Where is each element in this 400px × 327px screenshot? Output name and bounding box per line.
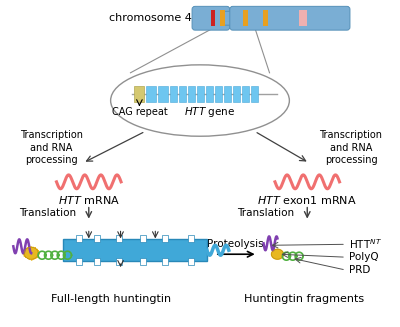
Bar <box>116 235 122 242</box>
Text: PRD: PRD <box>349 265 370 275</box>
Bar <box>158 86 168 101</box>
Bar <box>188 235 194 242</box>
Bar <box>224 86 231 101</box>
Bar <box>211 10 215 26</box>
Text: PolyQ: PolyQ <box>349 252 378 262</box>
Text: Translation: Translation <box>19 208 76 217</box>
Bar <box>134 86 144 101</box>
FancyBboxPatch shape <box>192 6 230 30</box>
Bar <box>188 86 195 101</box>
Bar <box>170 86 177 101</box>
Bar <box>233 86 240 101</box>
Bar <box>197 86 204 101</box>
Text: Huntingtin fragments: Huntingtin fragments <box>244 294 364 304</box>
Text: Transcription
and RNA
processing: Transcription and RNA processing <box>320 130 382 165</box>
Bar <box>251 86 258 101</box>
Bar <box>140 235 146 242</box>
Bar <box>63 239 207 261</box>
Bar <box>243 10 248 26</box>
Text: $\it{HTT}$ exon1 mRNA: $\it{HTT}$ exon1 mRNA <box>257 194 357 206</box>
Text: Full-length huntingtin: Full-length huntingtin <box>50 294 171 304</box>
Bar <box>140 258 146 265</box>
Text: Translation: Translation <box>237 208 294 217</box>
Bar <box>179 86 186 101</box>
FancyBboxPatch shape <box>230 6 350 30</box>
Bar <box>262 10 268 26</box>
FancyBboxPatch shape <box>223 11 237 25</box>
Bar <box>76 235 82 242</box>
Text: CAG repeat: CAG repeat <box>112 108 167 117</box>
Bar <box>206 86 213 101</box>
Bar <box>146 86 156 101</box>
Bar <box>94 235 100 242</box>
Polygon shape <box>23 247 40 260</box>
Bar <box>116 258 122 265</box>
Text: chromosome 4: chromosome 4 <box>109 13 192 23</box>
Bar <box>188 258 194 265</box>
Bar <box>76 258 82 265</box>
Polygon shape <box>272 249 284 259</box>
Text: Proteolysis: Proteolysis <box>208 239 264 249</box>
Bar <box>299 10 307 26</box>
Bar <box>215 86 222 101</box>
Bar <box>220 10 225 26</box>
Bar <box>162 258 168 265</box>
Text: $\it{HTT}$ mRNA: $\it{HTT}$ mRNA <box>58 194 120 206</box>
Text: HTT$^{NT}$: HTT$^{NT}$ <box>349 237 382 251</box>
Text: Transcription
and RNA
processing: Transcription and RNA processing <box>20 130 82 165</box>
Bar <box>242 86 249 101</box>
Ellipse shape <box>111 65 289 136</box>
Bar <box>162 235 168 242</box>
Bar <box>94 258 100 265</box>
Text: $\it{HTT}$ gene: $\it{HTT}$ gene <box>184 106 236 119</box>
